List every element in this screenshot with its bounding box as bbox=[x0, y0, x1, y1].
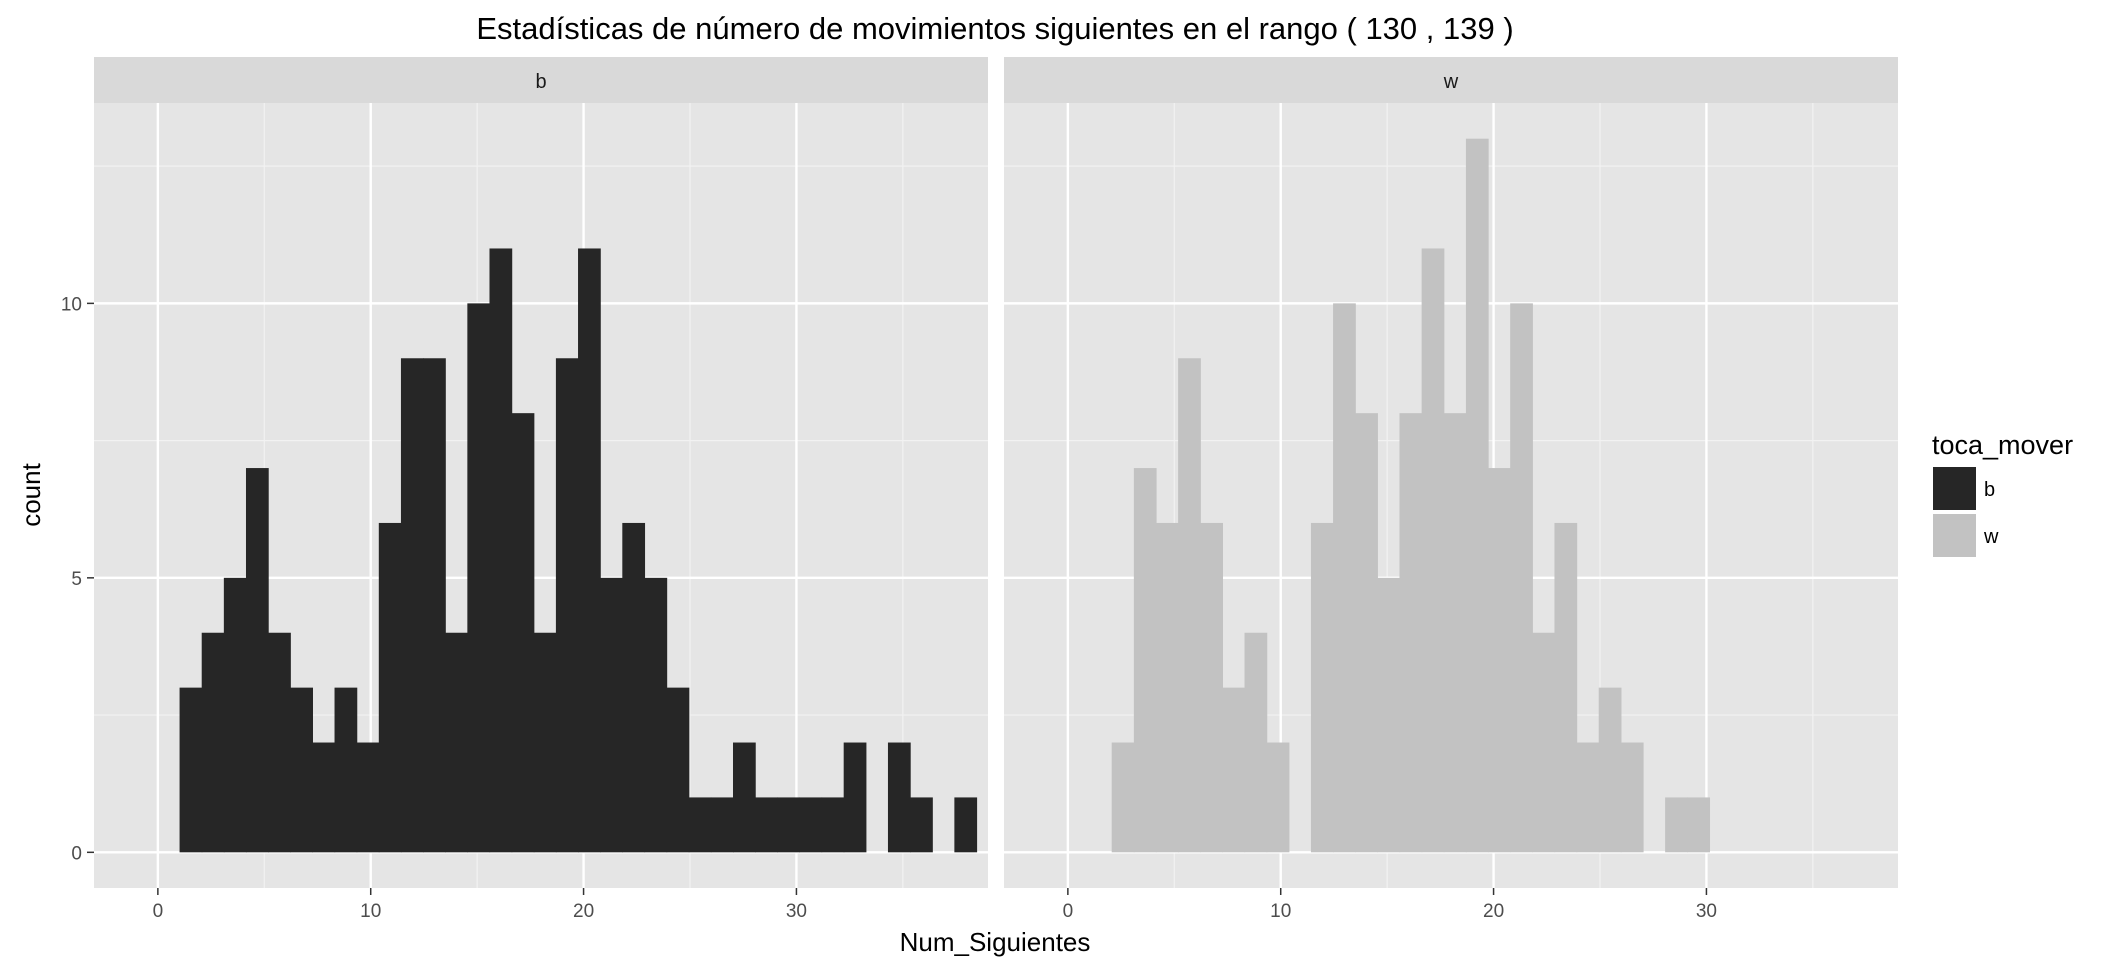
bar-b bbox=[710, 797, 734, 853]
x-tick-label: 0 bbox=[153, 901, 164, 922]
bar-w bbox=[1443, 413, 1467, 853]
bar-b bbox=[511, 413, 535, 853]
bar-b bbox=[533, 632, 557, 853]
bar-w bbox=[1532, 632, 1556, 853]
bar-w bbox=[1665, 797, 1688, 853]
bar-b bbox=[555, 358, 579, 853]
bar-b bbox=[489, 248, 513, 853]
bars-w bbox=[1111, 138, 1711, 853]
bar-w bbox=[1355, 413, 1378, 853]
bar-b bbox=[910, 797, 933, 853]
bar-b bbox=[445, 632, 468, 853]
y-axis: 0 5 10 bbox=[61, 294, 94, 864]
bar-w bbox=[1465, 138, 1489, 853]
bar-w bbox=[1222, 687, 1246, 853]
y-tick-label: 10 bbox=[61, 294, 82, 315]
bar-w bbox=[1620, 742, 1644, 853]
x-tick-label: 20 bbox=[1483, 901, 1504, 922]
bar-w bbox=[1178, 358, 1201, 853]
bar-b bbox=[578, 248, 601, 853]
bar-w bbox=[1333, 303, 1356, 853]
bar-b bbox=[755, 797, 778, 853]
bar-b bbox=[732, 742, 756, 853]
bar-b bbox=[622, 522, 646, 853]
x-tick-label: 0 bbox=[1063, 901, 1074, 922]
strip-label-b: b bbox=[535, 71, 546, 93]
bar-b bbox=[290, 687, 313, 853]
bar-w bbox=[1598, 687, 1622, 853]
bar-w bbox=[1133, 468, 1157, 853]
bar-b bbox=[954, 797, 978, 853]
bar-w bbox=[1488, 468, 1511, 853]
bar-w bbox=[1576, 742, 1600, 853]
bar-b bbox=[799, 797, 823, 853]
bar-w bbox=[1421, 248, 1445, 853]
bar-b bbox=[666, 687, 690, 853]
strip-b bbox=[94, 57, 988, 103]
bar-w bbox=[1554, 522, 1578, 853]
panel-w: w bbox=[1004, 57, 1898, 888]
strip-label-w: w bbox=[1443, 71, 1459, 93]
strip-w bbox=[1004, 57, 1898, 103]
legend: toca_mover b w bbox=[1932, 430, 2073, 557]
bar-b bbox=[268, 632, 291, 853]
x-tick-label: 20 bbox=[573, 901, 594, 922]
bar-b bbox=[821, 797, 845, 853]
bar-b bbox=[887, 742, 911, 853]
bar-w bbox=[1377, 577, 1401, 853]
bar-w bbox=[1111, 742, 1135, 853]
bar-b bbox=[400, 358, 424, 853]
y-tick-label: 0 bbox=[71, 843, 82, 864]
bar-b bbox=[312, 742, 336, 853]
bar-b bbox=[777, 797, 801, 853]
bar-w bbox=[1310, 522, 1334, 853]
x-tick-label: 30 bbox=[1696, 901, 1717, 922]
x-tick-label: 10 bbox=[1270, 901, 1291, 922]
bar-w bbox=[1687, 797, 1711, 853]
bar-b bbox=[423, 358, 446, 853]
legend-key-w bbox=[1933, 514, 1976, 557]
legend-key-b bbox=[1933, 467, 1976, 510]
x-tick-label: 30 bbox=[786, 901, 807, 922]
bar-b bbox=[688, 797, 712, 853]
x-tick-label: 10 bbox=[360, 901, 381, 922]
x-axis: 0 10 20 30 0 10 20 30 bbox=[153, 888, 1717, 922]
bar-w bbox=[1399, 413, 1423, 853]
panel-b: b bbox=[94, 57, 988, 888]
bar-b bbox=[223, 577, 247, 853]
chart-title: Estadísticas de número de movimientos si… bbox=[476, 11, 1513, 46]
bar-b bbox=[356, 742, 380, 853]
bar-b bbox=[245, 468, 269, 853]
bar-b bbox=[467, 303, 491, 853]
legend-title: toca_mover bbox=[1932, 430, 2073, 460]
y-tick-label: 5 bbox=[71, 569, 82, 590]
bar-w bbox=[1266, 742, 1290, 853]
bar-w bbox=[1200, 522, 1223, 853]
bar-b bbox=[378, 522, 402, 853]
legend-label-w: w bbox=[1983, 526, 1999, 548]
bar-b bbox=[179, 687, 203, 853]
y-axis-title: count bbox=[16, 462, 46, 526]
bar-w bbox=[1155, 522, 1179, 853]
legend-label-b: b bbox=[1984, 479, 1995, 501]
bar-w bbox=[1244, 632, 1268, 853]
bar-b bbox=[600, 577, 623, 853]
bar-b bbox=[843, 742, 867, 853]
bar-w bbox=[1510, 303, 1533, 853]
bar-b bbox=[334, 687, 358, 853]
bar-b bbox=[201, 632, 225, 853]
x-axis-title: Num_Siguientes bbox=[900, 927, 1091, 957]
bar-b bbox=[644, 577, 668, 853]
bars-b bbox=[179, 248, 978, 853]
